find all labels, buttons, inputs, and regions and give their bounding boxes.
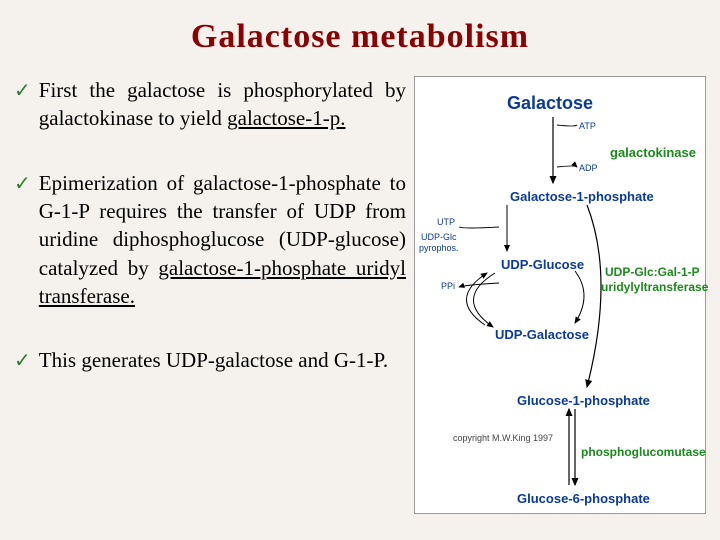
copyright-text: copyright M.W.King 1997 — [453, 433, 553, 443]
list-item: ✓ First the galactose is phosphorylated … — [14, 76, 406, 133]
compound-label: UDP-Glucose — [501, 257, 584, 272]
compound-label: Galactose-1-phosphate — [510, 189, 654, 204]
cofactor-label: UDP-Glc — [421, 232, 457, 242]
list-item: ✓ Epimerization of galactose-1-phosphate… — [14, 169, 406, 311]
pathway-diagram: Galactose Galactose-1-phosphate UDP-Glucos… — [414, 76, 706, 514]
bullet-text: Epimerization of galactose-1-phosphate t… — [39, 169, 406, 311]
compound-label: Glucose-6-phosphate — [517, 491, 650, 506]
check-icon: ✓ — [14, 348, 31, 373]
enzyme-label: UDP-Glc:Gal-1-P — [605, 265, 700, 279]
cofactor-label: ADP — [579, 163, 598, 173]
check-icon: ✓ — [14, 78, 31, 103]
bullet-text: First the galactose is phosphorylated by… — [39, 76, 406, 133]
cofactor-label: ATP — [579, 121, 596, 131]
enzyme-label: galactokinase — [610, 145, 696, 160]
cofactor-label: pyrophos. — [419, 243, 459, 253]
compound-label: Glucose-1-phosphate — [517, 393, 650, 408]
enzyme-label: uridylyltransferase — [601, 280, 708, 294]
bullet-list: ✓ First the galactose is phosphorylated … — [14, 76, 414, 514]
list-item: ✓ This generates UDP-galactose and G-1-P… — [14, 346, 406, 374]
compound-label: UDP-Galactose — [495, 327, 589, 342]
content-area: ✓ First the galactose is phosphorylated … — [0, 56, 720, 514]
bullet-text: This generates UDP-galactose and G-1-P. — [39, 346, 388, 374]
cofactor-label: PPi — [441, 281, 455, 291]
cofactor-label: UTP — [437, 217, 455, 227]
page-title: Galactose metabolism — [0, 0, 720, 56]
enzyme-label: phosphoglucomutase — [581, 445, 706, 459]
compound-label: Galactose — [507, 93, 593, 114]
check-icon: ✓ — [14, 171, 31, 196]
